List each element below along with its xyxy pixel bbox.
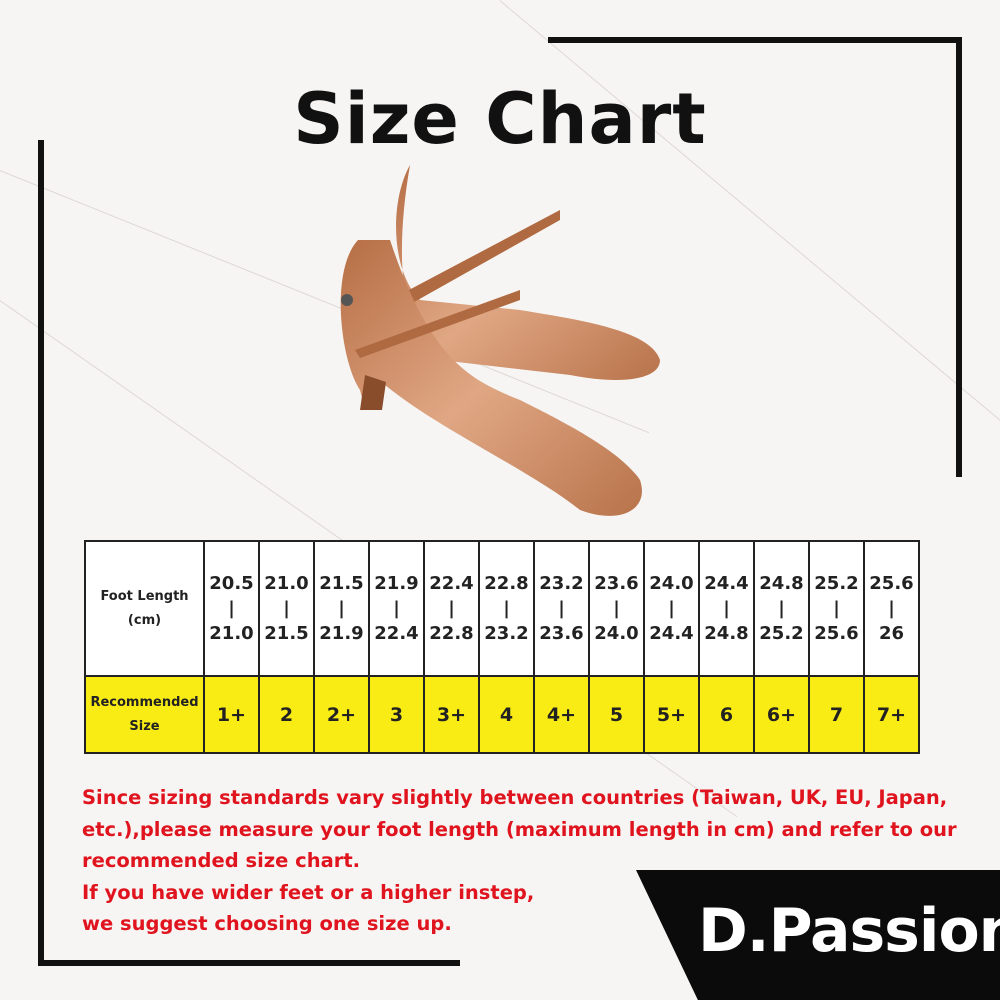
- foot-length-value: |: [393, 598, 400, 619]
- foot-length-value: 23.2: [539, 573, 584, 594]
- foot-length-cell: 24.0 | 24.4: [643, 540, 700, 677]
- foot-length-value: 23.2: [484, 623, 529, 644]
- foot-length-cell: 24.8 | 25.2: [753, 540, 810, 677]
- size-cell: 3: [368, 675, 425, 754]
- foot-length-value: |: [448, 598, 455, 619]
- size-cell: 6+: [753, 675, 810, 754]
- foot-length-value: 24.4: [649, 623, 694, 644]
- note-line: recommended size chart.: [82, 849, 361, 872]
- size-cell: 2+: [313, 675, 370, 754]
- header-text: Size: [129, 718, 160, 734]
- size-cell: 5+: [643, 675, 700, 754]
- size-cell: 6: [698, 675, 755, 754]
- foot-length-cell: 24.4 | 24.8: [698, 540, 755, 677]
- foot-length-value: 25.6: [869, 573, 914, 594]
- size-cell: 5: [588, 675, 645, 754]
- foot-length-value: 24.4: [704, 573, 749, 594]
- size-chart-table: Foot Length (cm) 20.5 | 21.0 21.0 | 21.5 21.5 | 2…: [84, 540, 920, 754]
- foot-length-value: |: [723, 598, 730, 619]
- foot-length-value: |: [283, 598, 290, 619]
- foot-length-cell: 20.5 | 21.0: [203, 540, 260, 677]
- foot-length-value: 21.0: [209, 623, 254, 644]
- foot-length-value: |: [778, 598, 785, 619]
- foot-length-value: 21.5: [264, 623, 309, 644]
- foot-length-value: 22.8: [484, 573, 529, 594]
- foot-length-value: 26: [878, 623, 905, 644]
- foot-length-value: 24.0: [594, 623, 639, 644]
- foot-length-value: 25.2: [759, 623, 804, 644]
- foot-length-value: 23.6: [539, 623, 584, 644]
- foot-length-value: |: [613, 598, 620, 619]
- foot-length-cell: 21.5 | 21.9: [313, 540, 370, 677]
- foot-length-value: 21.5: [319, 573, 364, 594]
- foot-length-value: 24.8: [704, 623, 749, 644]
- page-title: Size Chart: [293, 78, 707, 160]
- foot-length-cell: 22.4 | 22.8: [423, 540, 480, 677]
- foot-length-cell: 21.0 | 21.5: [258, 540, 315, 677]
- foot-length-value: 21.9: [374, 573, 419, 594]
- foot-length-value: |: [833, 598, 840, 619]
- note-line: we suggest choosing one size up.: [82, 912, 452, 935]
- size-cell: 4: [478, 675, 535, 754]
- foot-length-cell: 21.9 | 22.4: [368, 540, 425, 677]
- recommended-size-row: Recommended Size 1+ 2 2+ 3 3+ 4 4+ 5 5+ 6 6+ 7 7+: [84, 675, 920, 754]
- logo-text: D.Passion: [698, 896, 1000, 966]
- foot-length-value: 24.8: [759, 573, 804, 594]
- foot-length-value: 21.9: [319, 623, 364, 644]
- foot-length-cell: 23.6 | 24.0: [588, 540, 645, 677]
- header-text: Recommended: [90, 694, 199, 710]
- frame-right: [956, 37, 962, 477]
- size-cell: 2: [258, 675, 315, 754]
- brand-logo: D.Passion: [636, 870, 1000, 1000]
- foot-length-value: |: [668, 598, 675, 619]
- foot-length-row: Foot Length (cm) 20.5 | 21.0 21.0 | 21.5 21.5 | 2…: [84, 540, 920, 677]
- frame-bottom: [38, 960, 460, 966]
- note-line: Since sizing standards vary slightly bet…: [82, 786, 948, 809]
- foot-length-value: |: [503, 598, 510, 619]
- foot-length-value: 22.4: [374, 623, 419, 644]
- foot-length-value: 21.0: [264, 573, 309, 594]
- frame-left: [38, 140, 44, 966]
- foot-length-value: |: [888, 598, 895, 619]
- note-line: etc.),please measure your foot length (m…: [82, 817, 957, 841]
- header-text: Foot Length: [100, 588, 189, 604]
- size-cell: 7: [808, 675, 865, 754]
- foot-length-value: 24.0: [649, 573, 694, 594]
- header-text: (cm): [127, 612, 162, 628]
- foot-length-value: |: [558, 598, 565, 619]
- foot-length-cell: 25.2 | 25.6: [808, 540, 865, 677]
- recommended-size-header: Recommended Size: [84, 675, 205, 754]
- foot-length-value: |: [228, 598, 235, 619]
- frame-top: [548, 37, 962, 43]
- sizing-notes: Since sizing standards vary slightly bet…: [82, 782, 957, 940]
- size-cell: 1+: [203, 675, 260, 754]
- foot-length-value: 25.2: [814, 573, 859, 594]
- foot-length-cell: 25.6 | 26: [863, 540, 920, 677]
- foot-length-value: 20.5: [209, 573, 254, 594]
- foot-length-cell: 23.2 | 23.6: [533, 540, 590, 677]
- foot-length-value: 22.4: [429, 573, 474, 594]
- size-cell: 3+: [423, 675, 480, 754]
- note-line: If you have wider feet or a higher inste…: [82, 880, 535, 904]
- foot-length-header: Foot Length (cm): [84, 540, 205, 677]
- foot-length-value: |: [338, 598, 345, 619]
- foot-length-value: 22.8: [429, 623, 474, 644]
- shoe-image: [340, 165, 660, 516]
- size-cell: 4+: [533, 675, 590, 754]
- foot-length-cell: 22.8 | 23.2: [478, 540, 535, 677]
- size-cell: 7+: [863, 675, 920, 754]
- foot-length-value: 23.6: [594, 573, 639, 594]
- foot-length-value: 25.6: [814, 623, 859, 644]
